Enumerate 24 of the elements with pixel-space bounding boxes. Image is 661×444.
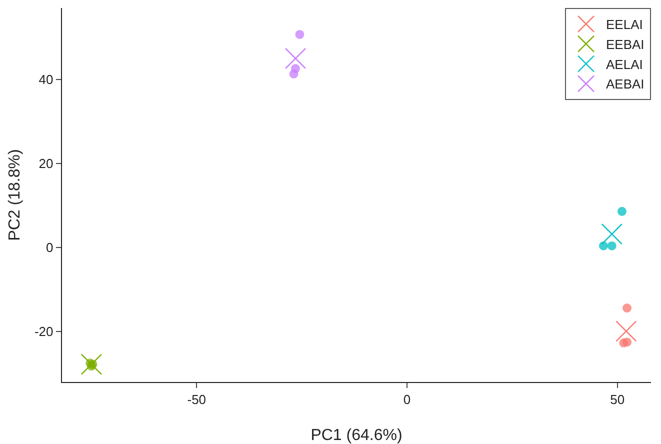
- point: [80, 354, 102, 375]
- y-tick-label: -20: [34, 324, 54, 340]
- y-tick-label: 0: [46, 240, 54, 256]
- legend-label: EELAI: [606, 17, 643, 32]
- point: [601, 223, 622, 245]
- legend-label: EEBAI: [606, 36, 644, 52]
- y-tick-label: 20: [38, 156, 54, 172]
- point: [289, 69, 298, 78]
- legend-label: AEBAI: [606, 76, 644, 92]
- x-tick-label: -50: [187, 392, 206, 407]
- x-tick-label: 50: [610, 392, 625, 407]
- point: [607, 241, 616, 250]
- point: [622, 304, 632, 313]
- y-tick-label: 40: [38, 72, 54, 87]
- x-axis-title: PC1 (64.6%): [310, 427, 402, 444]
- legend-label: AELAI: [606, 56, 643, 72]
- point: [617, 206, 626, 216]
- point: [616, 320, 637, 342]
- point: [598, 241, 608, 250]
- x-tick-label: 0: [403, 392, 411, 407]
- point: [284, 48, 306, 70]
- point: [622, 338, 632, 347]
- y-axis-title: PC2 (18.8%): [6, 149, 24, 241]
- point: [295, 30, 304, 39]
